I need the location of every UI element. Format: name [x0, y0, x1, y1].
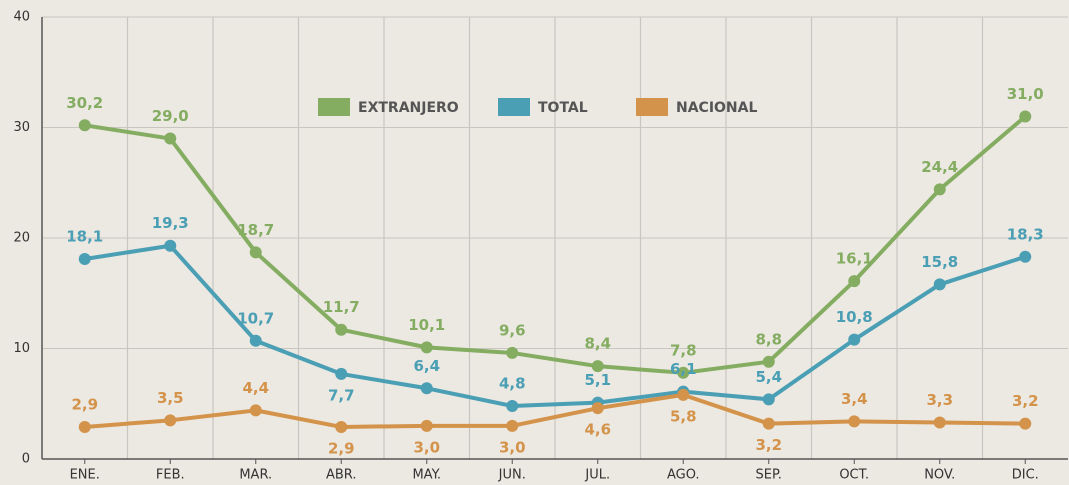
point: [591, 360, 604, 373]
value-label: 10,1: [408, 316, 445, 334]
value-label: 7,8: [670, 341, 697, 359]
value-label: 31,0: [1007, 85, 1044, 103]
x-tick-label: MAY.: [412, 468, 441, 483]
value-label: 3,2: [1012, 392, 1039, 410]
value-label: 7,7: [328, 386, 355, 404]
x-tick-label: MAR.: [239, 468, 272, 483]
value-label: 3,3: [926, 391, 953, 409]
point: [1019, 417, 1032, 430]
series-line: [84, 392, 1026, 429]
legend-swatch: [318, 98, 350, 116]
value-label: 3,0: [499, 438, 526, 456]
point: [677, 388, 690, 401]
point: [1019, 110, 1032, 123]
point: [677, 366, 690, 379]
value-label: 3,5: [157, 389, 184, 407]
value-label: 18,3: [1007, 225, 1044, 243]
legend-swatch: [498, 98, 530, 116]
point: [78, 119, 91, 132]
point: [762, 417, 775, 430]
x-tick-label: ENE.: [70, 468, 100, 483]
point: [164, 414, 177, 427]
value-label: 9,6: [499, 321, 526, 339]
point: [249, 246, 262, 259]
value-label: 8,4: [584, 335, 611, 353]
point: [762, 355, 775, 368]
point: [335, 323, 348, 336]
point: [335, 367, 348, 380]
point: [848, 415, 861, 428]
value-label: 18,7: [237, 221, 274, 239]
value-label: 30,2: [66, 94, 103, 112]
x-tick-label: OCT.: [839, 468, 869, 483]
legend-label: NACIONAL: [676, 100, 757, 116]
value-label: 10,7: [237, 309, 274, 327]
y-tick-label: 10: [13, 341, 30, 356]
legend-label: EXTRANJERO: [358, 100, 459, 116]
point: [420, 382, 433, 395]
point: [78, 420, 91, 433]
y-tick-label: 0: [22, 452, 30, 467]
point: [506, 419, 519, 432]
value-label: 3,4: [841, 390, 868, 408]
value-label: 6,1: [670, 360, 697, 378]
point: [164, 239, 177, 252]
point: [762, 393, 775, 406]
point: [848, 333, 861, 346]
point: [420, 341, 433, 354]
value-label: 24,4: [921, 158, 958, 176]
series-line: [84, 243, 1026, 408]
point: [335, 420, 348, 433]
point: [78, 252, 91, 265]
point: [933, 183, 946, 196]
point: [1019, 250, 1032, 263]
value-label: 15,8: [921, 253, 958, 271]
value-label: 4,4: [242, 379, 269, 397]
y-tick-label: 20: [13, 231, 30, 246]
x-tick-label: NOV.: [924, 468, 955, 483]
legend-swatch: [636, 98, 668, 116]
point: [249, 334, 262, 347]
x-tick-label: JUL.: [584, 468, 610, 483]
value-label: 5,1: [584, 371, 611, 389]
value-label: 18,1: [66, 227, 103, 245]
point: [420, 419, 433, 432]
legend-label: TOTAL: [538, 100, 588, 116]
series-line: [84, 114, 1027, 375]
y-tick-label: 40: [13, 10, 30, 25]
point: [933, 416, 946, 429]
y-tick-label: 30: [13, 120, 30, 135]
value-label: 19,3: [152, 214, 189, 232]
value-label: 2,9: [328, 439, 355, 457]
x-tick-label: SEP.: [756, 468, 782, 483]
value-label: 6,4: [413, 357, 440, 375]
value-label: 5,4: [755, 368, 782, 386]
x-tick-label: AGO.: [667, 468, 700, 483]
point: [164, 132, 177, 145]
value-label: 4,6: [584, 421, 611, 439]
value-label: 2,9: [71, 395, 98, 413]
value-label: 3,2: [755, 436, 782, 454]
point: [506, 346, 519, 359]
value-label: 8,8: [755, 330, 782, 348]
x-tick-label: FEB.: [156, 468, 185, 483]
x-tick-label: DIC.: [1012, 468, 1039, 483]
point: [848, 275, 861, 288]
x-tick-label: JUN.: [498, 468, 526, 483]
value-label: 5,8: [670, 407, 697, 425]
value-label: 16,1: [836, 250, 873, 268]
value-label: 4,8: [499, 374, 526, 392]
point: [933, 278, 946, 291]
value-label: 11,7: [323, 298, 360, 316]
point: [249, 404, 262, 417]
value-label: 3,0: [413, 438, 440, 456]
value-label: 10,8: [836, 308, 873, 326]
point: [591, 402, 604, 415]
value-label: 29,0: [152, 107, 189, 125]
point: [506, 399, 519, 412]
x-tick-label: ABR.: [326, 468, 357, 483]
